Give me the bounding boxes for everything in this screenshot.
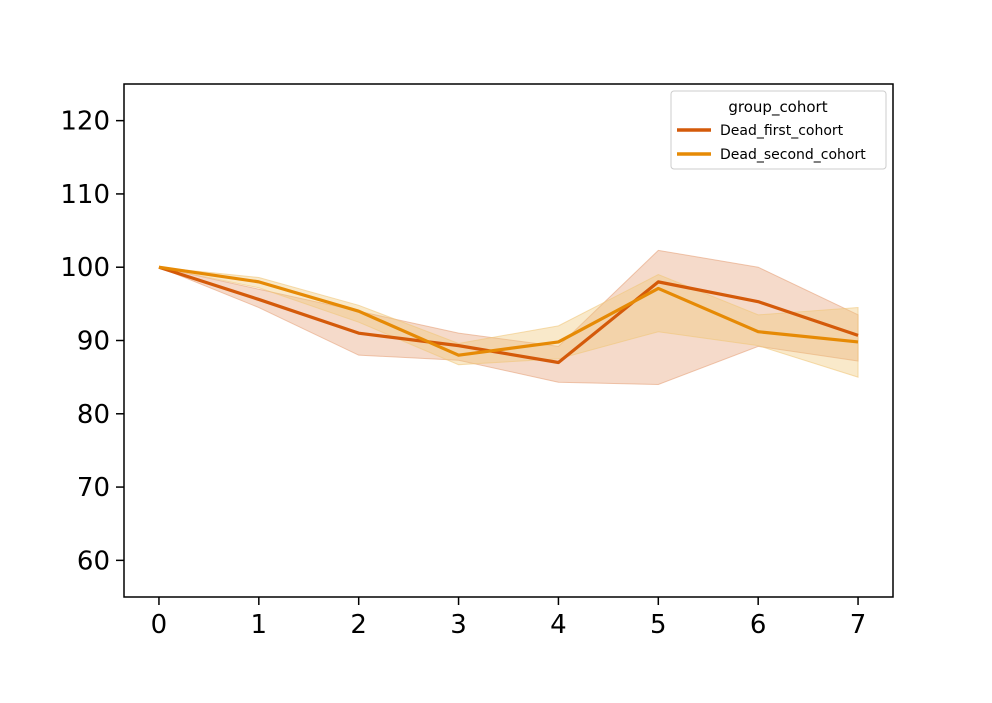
series-lines xyxy=(158,265,859,365)
x-tick-label-0: 0 xyxy=(151,610,168,640)
y-axis: 60 70 80 90 100 110 120 xyxy=(60,107,124,576)
y-tick-label-90: 90 xyxy=(77,327,110,357)
ci-band-1 xyxy=(158,266,859,378)
x-tick-label-2: 2 xyxy=(350,610,367,640)
x-tick-label-1: 1 xyxy=(251,610,268,640)
legend: group_cohort Dead_first_cohort Dead_seco… xyxy=(670,90,887,170)
x-tick-label-6: 6 xyxy=(750,610,767,640)
confidence-bands xyxy=(158,249,859,385)
y-tick-label-60: 60 xyxy=(77,546,110,576)
legend-box xyxy=(670,90,887,170)
x-tick-label-5: 5 xyxy=(650,610,667,640)
series-line-0 xyxy=(158,265,859,365)
series-line-1 xyxy=(158,265,859,357)
y-tick-label-80: 80 xyxy=(77,400,110,430)
x-tick-label-7: 7 xyxy=(850,610,867,640)
y-tick-label-70: 70 xyxy=(77,473,110,503)
legend-title: group_cohort xyxy=(728,98,827,117)
y-tick-label-110: 110 xyxy=(60,180,110,210)
y-tick-label-120: 120 xyxy=(60,107,110,137)
x-tick-label-4: 4 xyxy=(550,610,567,640)
x-tick-label-3: 3 xyxy=(450,610,467,640)
x-axis: 0 1 2 3 4 5 6 7 xyxy=(151,597,867,640)
legend-label-0: Dead_first_cohort xyxy=(720,123,844,139)
y-tick-label-100: 100 xyxy=(60,253,110,283)
legend-label-1: Dead_second_cohort xyxy=(720,147,866,163)
